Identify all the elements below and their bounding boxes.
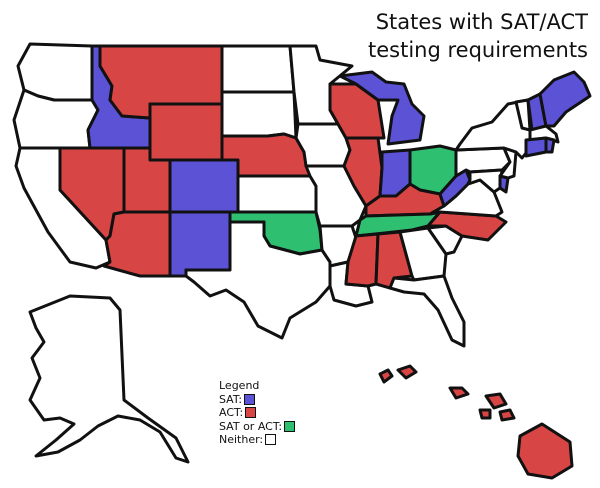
state-hawaii-kauai [378,368,394,384]
legend-swatch-sat [244,393,256,405]
state-south-dakota [220,90,298,140]
state-hawaii-lanai [478,408,492,420]
state-wyoming [148,102,224,162]
legend-swatch-sat-or-act [284,420,296,432]
state-oregon [12,88,100,150]
state-hawaii-kahoolawe [498,408,516,422]
state-maine [538,70,592,128]
state-north-carolina [426,210,508,242]
state-hawaii-maui [484,392,508,410]
state-connecticut [524,136,548,158]
legend: Legend SAT: ACT: SAT or ACT: Neither: [219,379,296,447]
state-texas [184,220,332,340]
legend-label-sat-or-act: SAT or ACT: [219,419,283,433]
map-title-line-1: States with SAT/ACT [375,10,588,34]
legend-item-neither: Neither: [219,433,295,447]
legend-label-act: ACT: [219,406,244,419]
map-title-line-2: testing requirements [368,38,588,62]
state-hawaii-big-island [516,422,574,480]
legend-item-act: ACT: [219,406,295,420]
state-colorado [168,158,240,214]
legend-heading: Legend [219,379,260,392]
state-michigan [338,70,426,146]
state-hawaii-oahu [396,364,418,380]
state-alaska [28,294,190,464]
legend-item-sat-or-act: SAT or ACT: [219,419,296,434]
state-rhode-island [544,136,556,154]
legend-label-sat: SAT: [219,392,243,406]
state-florida [388,274,466,348]
state-north-dakota [220,44,296,94]
state-arizona [102,210,172,278]
legend-label-neither: Neither: [219,433,264,446]
legend-swatch-act [245,407,257,419]
map-title: States with SAT/ACT testing requirements [368,8,588,64]
state-new-mexico [168,210,232,278]
state-kansas [236,174,318,214]
state-hawaii-molokai [448,386,470,400]
legend-swatch-neither [265,434,277,446]
legend-item-sat: SAT: [219,393,295,407]
